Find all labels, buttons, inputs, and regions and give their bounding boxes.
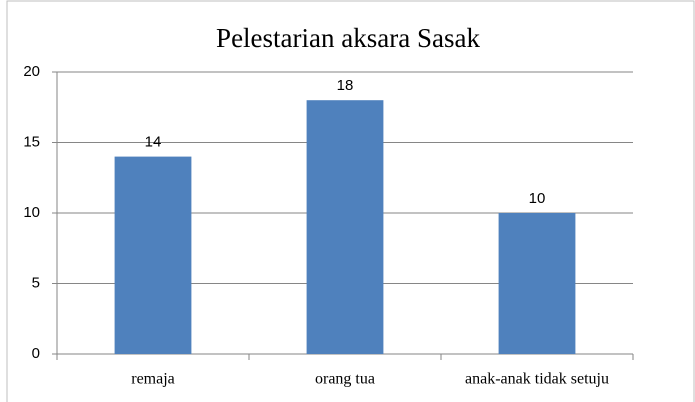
- data-label: 10: [529, 190, 546, 207]
- chart-title: Pelestarian aksara Sasak: [216, 23, 480, 53]
- y-tick-label: 5: [32, 274, 40, 291]
- x-tick-label: remaja: [131, 371, 175, 388]
- y-tick-label: 15: [23, 133, 40, 150]
- y-tick-label: 0: [32, 345, 40, 362]
- x-tick-label: anak-anak tidak setuju: [465, 371, 609, 388]
- y-tick-label: 20: [23, 63, 40, 80]
- data-label: 14: [145, 134, 162, 151]
- x-tick-label: orang tua: [315, 371, 375, 388]
- bar: [498, 213, 576, 354]
- bar: [306, 100, 384, 354]
- bar: [114, 156, 192, 354]
- data-label: 18: [337, 77, 354, 94]
- y-tick-label: 10: [23, 204, 40, 221]
